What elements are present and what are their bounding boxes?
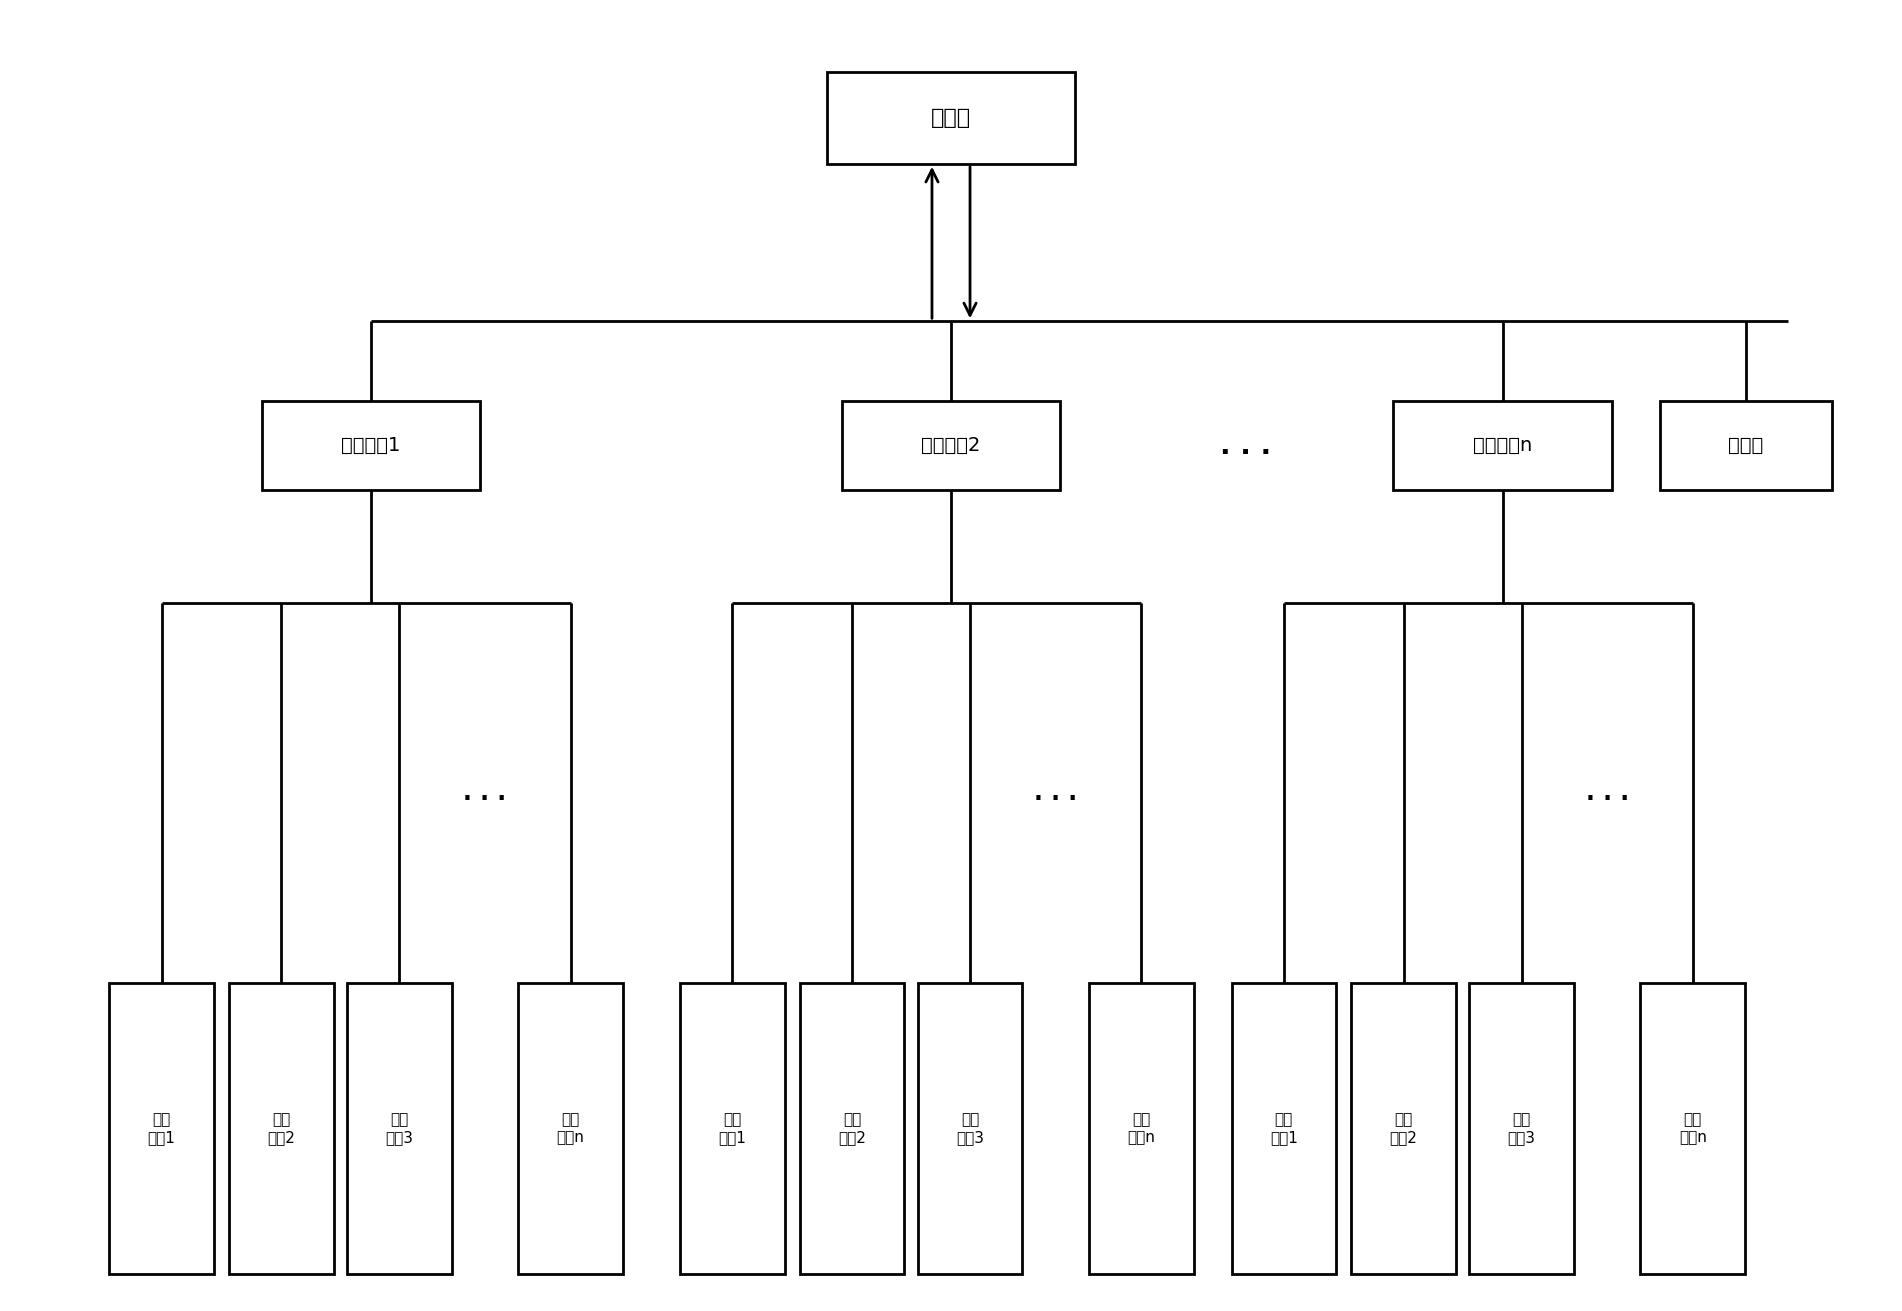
Bar [228,983,335,1274]
Text: 工艺
设备2: 工艺 设备2 [1390,1113,1417,1145]
Bar [1640,983,1746,1274]
Text: 工艺
设备n: 工艺 设备n [557,1113,584,1145]
Text: 工艺
设备1: 工艺 设备1 [1271,1113,1297,1145]
Text: 工艺
设备n: 工艺 设备n [1128,1113,1155,1145]
Bar [841,401,1061,490]
Bar [1660,401,1832,490]
Bar [346,983,453,1274]
Text: 工控机: 工控机 [930,108,972,128]
Text: 工艺
设备2: 工艺 设备2 [268,1113,295,1145]
Text: 计时器: 计时器 [1729,437,1763,455]
Bar [517,983,622,1274]
Bar [110,983,213,1274]
Text: . . .: . . . [1035,781,1077,805]
Text: . . .: . . . [1586,781,1628,805]
Text: 执行单元n: 执行单元n [1472,437,1533,455]
Bar [799,983,905,1274]
Bar [262,401,479,490]
Bar [1232,983,1337,1274]
Text: . . .: . . . [464,781,506,805]
Text: 工艺
设备3: 工艺 设备3 [1508,1113,1535,1145]
Bar [1392,401,1613,490]
Bar [917,983,1023,1274]
Text: . . .: . . . [1221,431,1271,460]
Text: 执行单元1: 执行单元1 [340,437,401,455]
Text: 工艺
设备3: 工艺 设备3 [957,1113,983,1145]
Bar [827,72,1075,164]
Text: 工艺
设备1: 工艺 设备1 [719,1113,746,1145]
Text: 工艺
设备2: 工艺 设备2 [839,1113,865,1145]
Text: 工艺
设备n: 工艺 设备n [1679,1113,1706,1145]
Text: 工艺
设备3: 工艺 设备3 [386,1113,413,1145]
Bar [679,983,784,1274]
Bar [1468,983,1575,1274]
Bar [1350,983,1457,1274]
Bar [1088,983,1194,1274]
Text: 工艺
设备1: 工艺 设备1 [148,1113,175,1145]
Text: 执行单元2: 执行单元2 [921,437,981,455]
